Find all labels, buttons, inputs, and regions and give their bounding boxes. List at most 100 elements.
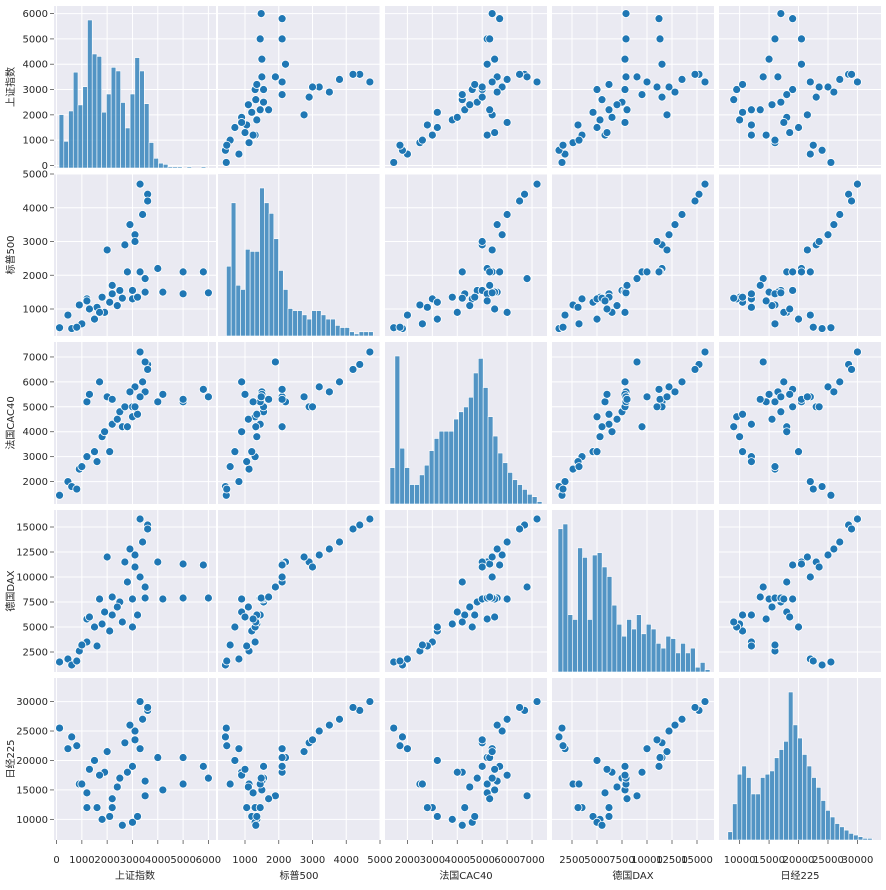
histogram-bar	[769, 770, 775, 841]
scatter-point	[264, 592, 274, 602]
scatter-point	[198, 267, 208, 277]
scatter-point	[677, 377, 687, 387]
histogram-bar	[755, 793, 761, 841]
scatter-point	[805, 310, 815, 320]
scatter-point	[299, 392, 309, 402]
y-tick-label: 20000	[16, 756, 48, 767]
scatter-point	[797, 34, 806, 44]
scatter-point	[63, 310, 73, 320]
histogram-bar	[433, 438, 440, 505]
scatter-point	[477, 735, 487, 745]
scatter-point	[470, 812, 480, 821]
scatter-point	[153, 264, 163, 273]
histogram-bar	[419, 474, 425, 505]
histogram-bar	[311, 310, 317, 337]
scatter-point	[252, 812, 262, 821]
panel-background	[552, 678, 714, 840]
scatter-point	[133, 409, 142, 419]
scatter-point	[432, 756, 442, 765]
scatter-point	[251, 95, 261, 105]
scatter-point	[72, 656, 82, 666]
scatter-point	[574, 779, 584, 789]
scatter-point	[487, 77, 497, 87]
scatter-point	[670, 387, 680, 397]
scatter-point	[178, 394, 188, 404]
scatter-point	[256, 773, 266, 783]
panel-2-0	[54, 342, 216, 504]
scatter-point	[557, 723, 567, 733]
panel-background	[54, 342, 216, 504]
scatter-point	[782, 577, 792, 587]
scatter-point	[138, 377, 147, 387]
scatter-point	[595, 115, 605, 125]
histogram-bar	[358, 331, 365, 337]
scatter-point	[767, 301, 777, 311]
scatter-point	[100, 427, 110, 437]
scatter-point	[677, 210, 687, 219]
scatter-point	[797, 59, 806, 69]
scatter-point	[427, 130, 437, 140]
scatter-point	[620, 770, 630, 780]
scatter-point	[299, 552, 309, 562]
scatter-point	[457, 267, 467, 277]
histogram-bar	[665, 635, 672, 673]
scatter-point	[657, 59, 667, 69]
histogram-bar	[601, 566, 608, 673]
histogram-bar	[115, 70, 121, 169]
histogram-bar	[91, 53, 98, 169]
scatter-point	[255, 803, 265, 812]
scatter-point	[221, 732, 230, 742]
histogram-bar	[139, 70, 145, 169]
scatter-point	[642, 77, 652, 87]
x-tick-label: 6000	[196, 855, 221, 866]
scatter-point	[574, 319, 584, 329]
scatter-point	[178, 289, 188, 299]
scatter-point	[314, 382, 324, 392]
scatter-point	[158, 287, 168, 297]
scatter-point	[138, 537, 147, 547]
scatter-point	[135, 744, 145, 754]
scatter-point	[324, 387, 334, 397]
scatter-point	[395, 656, 405, 666]
scatter-point	[502, 118, 512, 127]
histogram-bar	[68, 110, 74, 169]
scatter-point	[770, 135, 780, 145]
scatter-point	[243, 414, 253, 424]
scatter-point	[256, 9, 266, 18]
scatter-point	[652, 82, 662, 92]
y-tick-label: 4000	[23, 60, 48, 71]
histogram-bar	[363, 331, 369, 337]
scatter-point	[242, 803, 252, 812]
scatter-point	[403, 744, 412, 754]
histogram-bar	[862, 838, 868, 841]
scatter-point	[82, 296, 92, 306]
histogram-bar	[473, 372, 479, 505]
scatter-point	[826, 158, 836, 167]
scatter-point	[738, 447, 747, 457]
panel-4-0	[54, 678, 216, 840]
scatter-point	[808, 140, 818, 150]
scatter-point	[398, 732, 407, 742]
scatter-point	[105, 297, 115, 307]
scatter-point	[403, 310, 412, 320]
scatter-point	[237, 594, 247, 604]
scatter-point	[277, 90, 287, 99]
panel-0-4	[719, 6, 881, 168]
scatter-point	[761, 296, 771, 306]
histogram-bar	[562, 523, 569, 673]
histogram-bar	[699, 662, 706, 673]
y-axis-label: 上证指数	[4, 67, 17, 107]
scatter-point	[128, 594, 137, 604]
scatter-point	[92, 803, 102, 812]
scatter-point	[823, 82, 833, 92]
scatter-point	[690, 703, 700, 712]
scatter-point	[502, 594, 512, 604]
scatter-point	[482, 614, 492, 624]
scatter-point	[794, 314, 803, 324]
histogram-bar	[148, 142, 155, 169]
scatter-point	[621, 288, 631, 298]
scatter-point	[805, 77, 815, 87]
histogram-bar	[517, 484, 523, 505]
scatter-point	[432, 622, 442, 632]
scatter-point	[247, 107, 257, 117]
